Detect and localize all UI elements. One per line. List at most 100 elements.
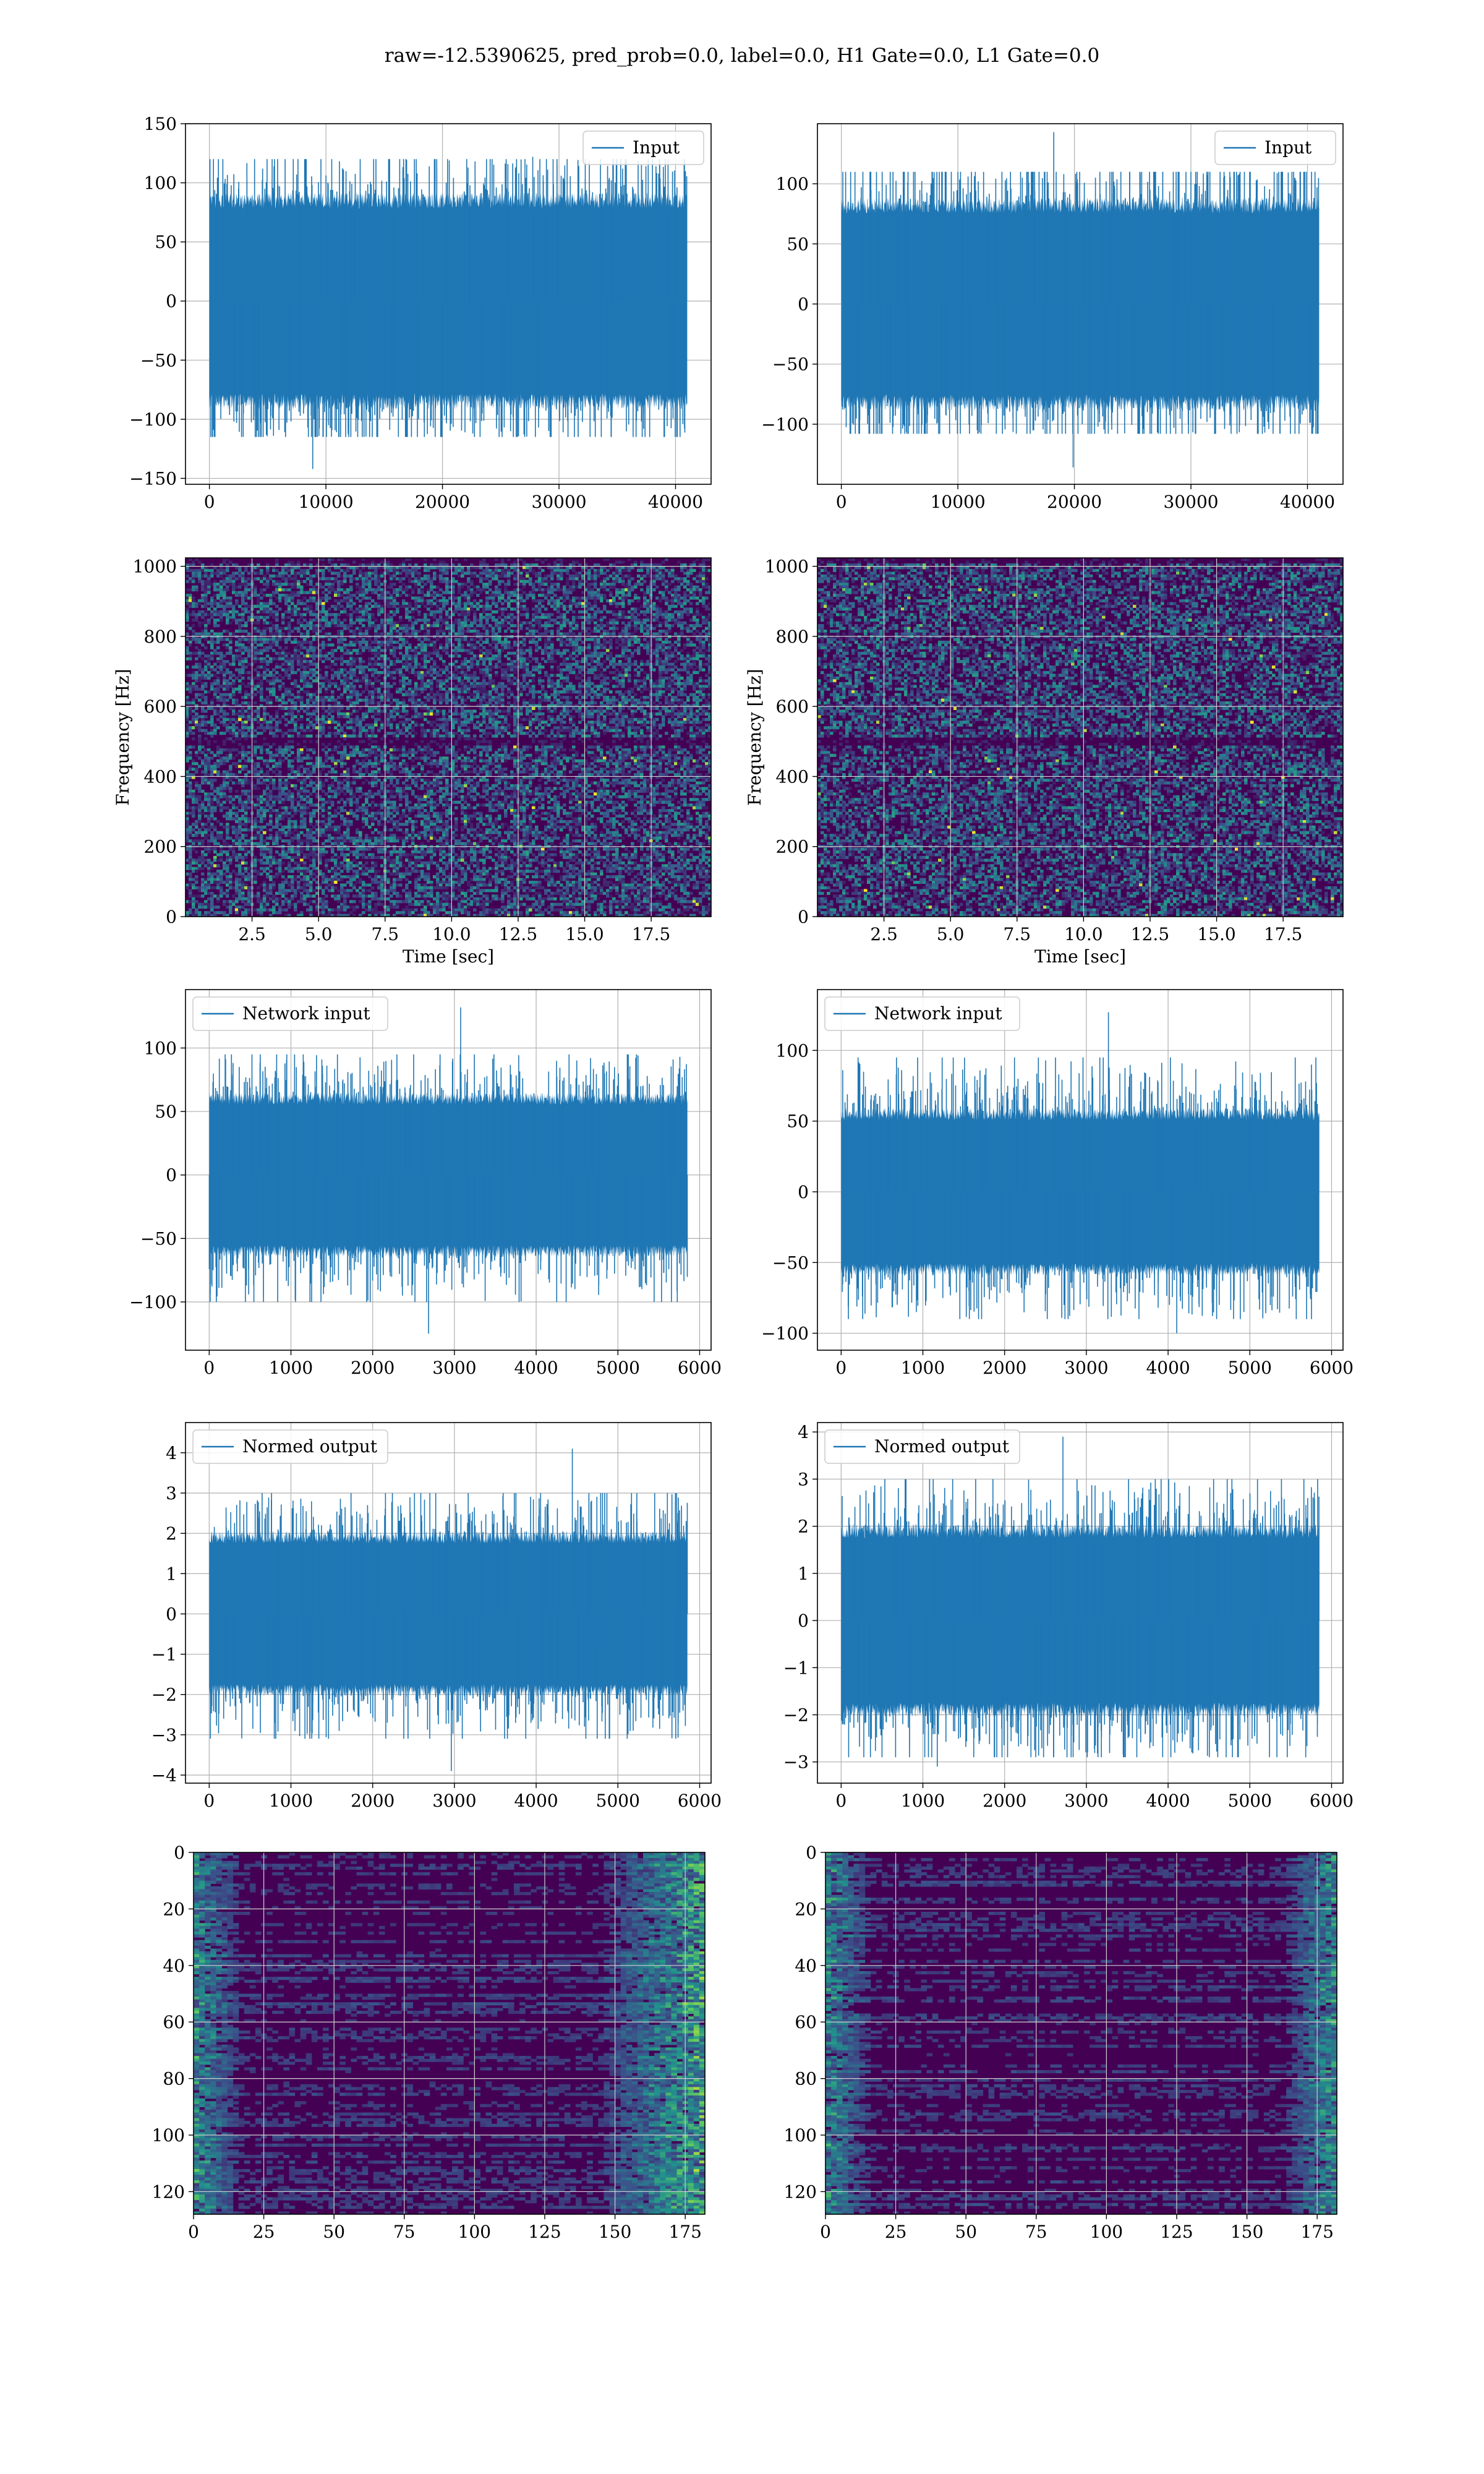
row1-right-xtick-label: 0 [836,492,847,512]
row2-left-xtick-label: 7.5 [372,924,399,944]
row4-right-ytick-label: −2 [783,1705,809,1725]
row4-right-xtick-label: 0 [835,1791,846,1811]
row4-right-legend: Normed output [825,1430,1020,1463]
row4-left-xtick-label: 0 [203,1791,215,1811]
row4-left-ytick-label: 4 [166,1443,177,1463]
row1-left-xtick-label: 10000 [299,492,354,512]
row5-right-xtick-label: 50 [955,2222,977,2242]
row2-right-xtick-label: 15.0 [1197,924,1235,944]
row3-right-xtick-label: 3000 [1064,1358,1108,1378]
row2-left-xtick-label: 2.5 [238,924,266,944]
row2-right-ytick-label: 400 [776,766,809,787]
row5-left-xtick-label: 75 [393,2222,416,2242]
row3-left-ytick-label: −100 [129,1292,177,1312]
row2-left-ytick-label: 1000 [133,557,177,577]
row3-right-xtick-label: 2000 [983,1358,1026,1378]
row1-left-ytick-label: 50 [155,232,177,252]
row3-right-xtick-label: 4000 [1146,1358,1190,1378]
row1-left-xtick-label: 0 [204,492,215,512]
row4-left-xtick-label: 5000 [596,1791,640,1811]
row3-right-xtick-label: 6000 [1310,1358,1354,1378]
row3-right-ytick-label: 50 [787,1111,809,1132]
row4-left-legend: Normed output [193,1430,388,1463]
row1-left-ytick-label: −100 [129,409,177,430]
row3-right-legend-label: Network input [874,1003,1002,1024]
row1-right-ytick-label: −100 [761,414,809,435]
row4-left-ytick-label: −2 [151,1685,177,1705]
row4-right-ytick-label: 2 [798,1517,809,1537]
row4-right-xtick-label: 5000 [1228,1791,1272,1811]
row3-left-xtick-label: 5000 [596,1358,640,1378]
row4-left-ytick-label: 1 [166,1564,177,1584]
row5-left-xtick-label: 100 [458,2222,491,2242]
row1-right-xtick-label: 40000 [1280,492,1335,512]
row4-left-xtick-label: 1000 [269,1791,313,1811]
row5-right-ytick-label: 80 [795,2069,817,2089]
row5-left-xtick-label: 125 [528,2222,561,2242]
row2-right-xlabel: Time [sec] [1034,946,1126,967]
row4-right-ytick-label: 3 [798,1469,809,1489]
row1-right-legend: Input [1215,131,1336,165]
row2-right-xtick-label: 2.5 [870,924,898,944]
row3-right-legend: Network input [825,997,1020,1030]
row1-right-ytick-label: 0 [798,294,809,315]
row2-left-xtick-label: 10.0 [432,924,471,944]
row4-right-ytick-label: −1 [783,1658,809,1678]
row2-left-ytick-label: 400 [144,766,177,787]
row2-left-ytick-label: 0 [166,907,177,927]
row5-right-ytick-label: 100 [784,2125,817,2146]
row2-left-ytick-label: 800 [144,627,177,647]
row2-right-ytick-label: 200 [776,837,809,857]
row4-left-xtick-label: 3000 [432,1791,476,1811]
row3-left-xtick-label: 2000 [351,1358,394,1378]
row4-right-ytick-label: 0 [798,1611,809,1631]
row1-left-legend-label: Input [633,137,680,158]
row3-right-xtick-label: 5000 [1228,1358,1272,1378]
figure-title: raw=-12.5390625, pred_prob=0.0, label=0.… [385,45,1099,67]
row4-left-ytick-label: 2 [166,1523,177,1544]
row1-left-ytick-label: −150 [129,468,177,489]
row4-right-xtick-label: 6000 [1310,1791,1354,1811]
row2-right-ytick-label: 600 [776,696,809,717]
row2-right-ytick-label: 800 [776,627,809,647]
row3-left-legend-label: Network input [242,1003,370,1024]
row4-left-legend-label: Normed output [242,1436,378,1457]
row2-left-xlabel: Time [sec] [403,946,494,967]
row5-right-xtick-label: 125 [1160,2222,1193,2242]
row4-right-xtick-label: 3000 [1064,1791,1108,1811]
row4-left-ytick-label: 3 [166,1483,177,1504]
row4-right-xtick-label: 1000 [901,1791,945,1811]
row1-right-xtick-label: 20000 [1047,492,1102,512]
row5-right-xtick-label: 100 [1090,2222,1123,2242]
row3-left-ytick-label: 100 [144,1038,177,1058]
row2-right-heatmap-cells [817,558,1344,917]
row2-right-ytick-label: 0 [798,907,809,927]
row5-right-ytick-label: 0 [806,1843,817,1863]
row1-right-series-band [842,197,1320,410]
row2-left-xtick-label: 12.5 [499,924,537,944]
row3-left-xtick-label: 3000 [432,1358,476,1378]
row5-left-xtick-label: 25 [253,2222,275,2242]
row5-left-ytick-label: 60 [163,2012,185,2032]
row5-right-ytick-label: 40 [795,1956,817,1976]
row2-left-spectrogram: 2.5 5.0 7.5 10.0 12.5 15.0 17.5020040060080010… [113,557,712,967]
row5-right-xtick-label: 25 [885,2222,907,2242]
row4-left-ytick-label: −3 [151,1725,177,1745]
row3-left-ytick-label: 0 [166,1165,177,1186]
row2-left-xtick-label: 15.0 [565,924,603,944]
row2-left-ylabel: Frequency [Hz] [113,669,133,805]
row1-right-xtick-label: 30000 [1164,492,1219,512]
row5-left-ytick-label: 20 [163,1899,185,1919]
row4-right-ytick-label: 1 [798,1564,809,1584]
row2-left-heatmap-cells [186,558,712,917]
row4-left-ytick-label: −4 [151,1765,177,1786]
row1-right-ytick-label: −50 [772,354,809,375]
row3-right-ytick-label: −100 [761,1324,809,1344]
row5-left-xtick-label: 0 [188,2222,199,2242]
row3-right-xtick-label: 0 [835,1358,846,1378]
row3-right-ytick-label: 100 [776,1040,809,1061]
row3-right-ytick-label: 0 [798,1182,809,1202]
